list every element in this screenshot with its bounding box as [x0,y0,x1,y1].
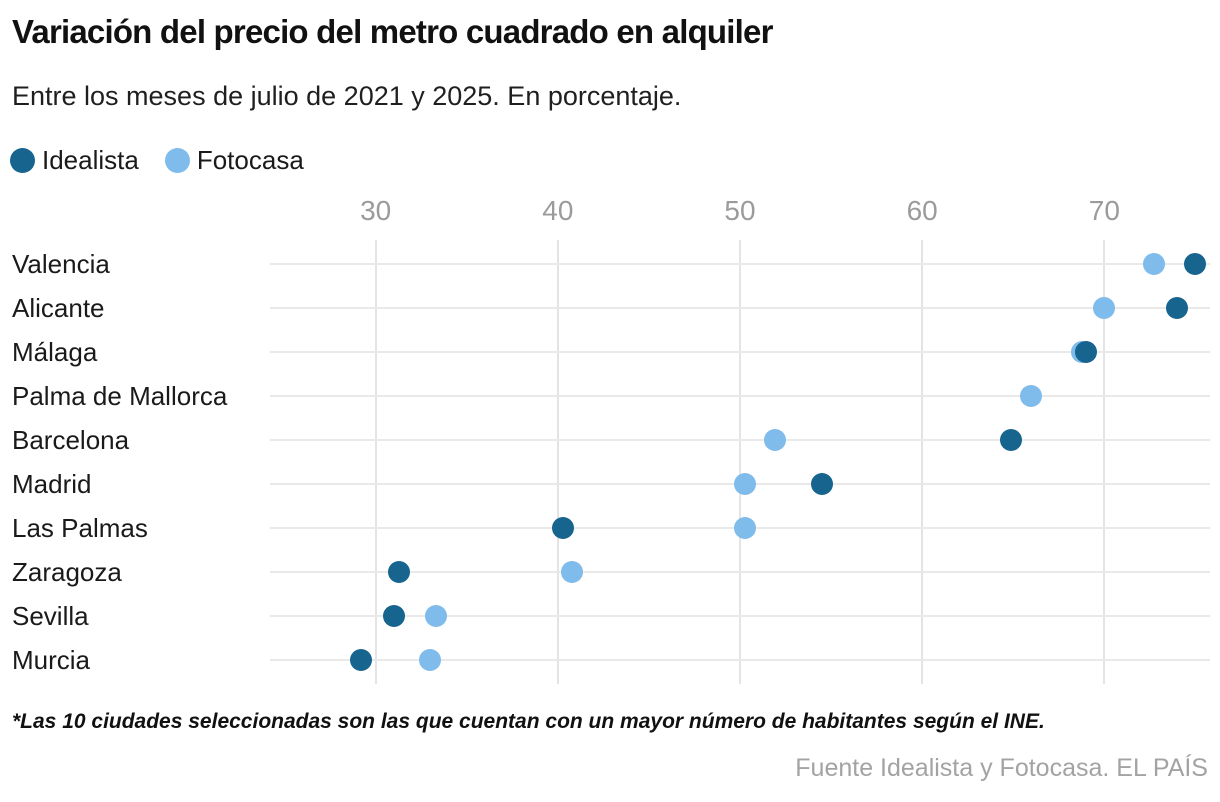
data-point-fotocasa [1142,253,1165,275]
chart-source: Fuente Idealista y Fotocasa. EL PAÍS [795,754,1208,782]
x-gridline [921,240,924,684]
row-label: Murcia [12,645,91,675]
legend-item-idealista: Idealista [10,145,139,176]
data-point-fotocasa [561,561,584,583]
row-label: Valencia [12,249,110,279]
x-tick-label: 40 [542,195,574,226]
row-gridline [270,307,1210,309]
row-gridline [270,659,1210,661]
row-label: Las Palmas [12,513,148,543]
data-point-idealista [552,517,575,539]
idealista-dot-icon [10,148,35,173]
x-gridline [1103,240,1106,684]
x-gridline [374,240,377,684]
row-label: Alicante [12,293,105,323]
x-gridline [556,240,559,684]
x-tick-label: 60 [906,195,938,226]
legend-label-fotocasa: Fotocasa [196,145,304,175]
row-label: Madrid [12,469,92,499]
data-point-fotocasa [763,429,786,451]
data-point-fotocasa [1093,297,1116,319]
x-tick-label: 50 [724,195,756,226]
row-gridline [270,395,1210,397]
legend-label-idealista: Idealista [42,145,139,175]
legend-item-fotocasa: Fotocasa [164,145,304,176]
data-point-idealista [1184,253,1207,275]
row-label: Barcelona [12,425,130,455]
chart-footnote: *Las 10 ciudades seleccionadas son las q… [12,710,1045,733]
data-point-fotocasa [419,649,442,671]
data-point-idealista [388,561,411,583]
row-label: Málaga [12,337,98,367]
row-label: Sevilla [12,601,89,631]
row-gridline [270,263,1210,265]
chart-subtitle: Entre los meses de julio de 2021 y 2025.… [12,81,682,111]
x-gridline [739,240,741,684]
data-point-fotocasa [424,605,447,627]
data-point-fotocasa [734,473,757,495]
data-point-idealista [1166,297,1189,319]
row-gridline [270,439,1210,441]
fotocasa-dot-icon [164,148,190,173]
data-point-idealista [810,473,833,495]
data-point-idealista [382,605,405,627]
row-gridline [270,351,1210,353]
row-label: Palma de Mallorca [12,381,228,411]
row-gridline [270,571,1210,573]
legend: Idealista Fotocasa [10,145,304,176]
row-label: Zaragoza [12,557,122,587]
data-point-fotocasa [1020,385,1043,407]
data-point-idealista [1075,341,1098,363]
x-tick-label: 30 [360,195,392,226]
x-tick-label: 70 [1088,195,1120,226]
row-gridline [270,615,1210,617]
data-point-idealista [350,649,373,671]
chart-title: Variación del precio del metro cuadrado … [12,13,773,50]
data-point-fotocasa [734,517,757,539]
data-point-idealista [1000,429,1023,451]
